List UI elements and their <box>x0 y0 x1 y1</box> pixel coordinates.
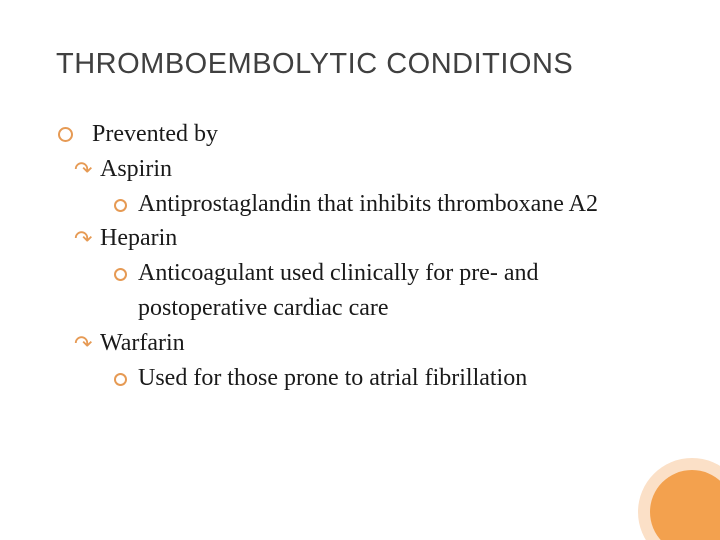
arrow-icon: ↷ <box>74 154 92 186</box>
bullet-text: Anticoagulant used clinically for pre- a… <box>138 260 539 321</box>
bullet-lvl3: Antiprostaglandin that inhibits thrombox… <box>114 187 664 222</box>
bullet-text: Antiprostaglandin that inhibits thrombox… <box>138 191 598 217</box>
bullet-text: Warfarin <box>100 330 185 356</box>
bullet-lvl3: Used for those prone to atrial fibrillat… <box>114 361 664 396</box>
bullet-text: Aspirin <box>100 156 172 182</box>
slide: THROMBOEMBOLYTIC CONDITIONS Prevented by… <box>0 0 720 540</box>
bullet-lvl2: ↷ Warfarin <box>74 326 664 361</box>
arrow-icon: ↷ <box>74 223 92 255</box>
slide-content: Prevented by ↷ Aspirin Antiprostaglandin… <box>56 117 664 395</box>
bullet-text: Heparin <box>100 225 177 251</box>
arrow-icon: ↷ <box>74 328 92 360</box>
bullet-lvl1: Prevented by <box>56 117 664 152</box>
bullet-text: Prevented by <box>92 121 218 147</box>
bullet-lvl2: ↷ Heparin <box>74 221 664 256</box>
bullet-lvl3: Anticoagulant used clinically for pre- a… <box>114 256 664 326</box>
slide-title: THROMBOEMBOLYTIC CONDITIONS <box>56 48 664 81</box>
bullet-lvl2: ↷ Aspirin <box>74 152 664 187</box>
bullet-text: Used for those prone to atrial fibrillat… <box>138 365 527 391</box>
